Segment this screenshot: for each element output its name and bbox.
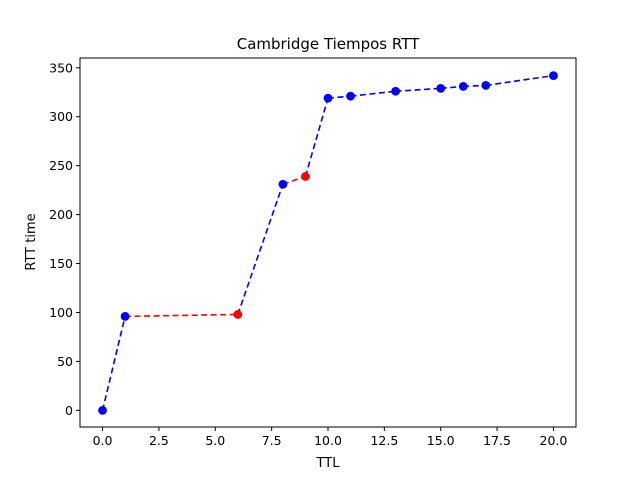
data-point (278, 179, 288, 189)
data-point (481, 81, 491, 90)
y-tick-label: 300 (49, 109, 73, 124)
series-segments (101, 74, 554, 411)
x-tick-label: 7.5 (262, 433, 282, 448)
axes-frame (79, 57, 577, 428)
plot-area (79, 57, 577, 428)
y-tick-label: 100 (49, 305, 73, 320)
y-axis-ticks: 0 50 100 150 200 250 300 350 (49, 60, 80, 418)
data-point (98, 405, 107, 415)
x-axis-ticks: 0.0 2.5 5.0 7.5 10.0 12.5 15.0 17.5 20.0 (93, 427, 568, 448)
data-point (549, 71, 558, 81)
x-axis-label: TTL (316, 456, 341, 471)
x-tick-label: 20.0 (540, 433, 568, 448)
series-segment (350, 90, 396, 97)
data-point (120, 311, 130, 321)
x-tick-label: 15.0 (427, 433, 455, 448)
data-point (233, 310, 243, 319)
data-point (346, 91, 355, 101)
y-tick-label: 200 (49, 207, 73, 222)
x-tick-label: 5.0 (205, 433, 225, 448)
x-tick-label: 10.0 (314, 433, 342, 448)
x-tick-label: 2.5 (149, 433, 169, 448)
y-tick-label: 0 (65, 403, 73, 418)
series-segment (101, 316, 126, 411)
data-point (436, 83, 446, 93)
data-point (301, 172, 310, 181)
series-segment (125, 313, 238, 318)
data-point (323, 93, 333, 103)
x-tick-label: 12.5 (370, 433, 398, 448)
x-tick-label: 17.5 (483, 433, 511, 448)
y-axis-label: RTT time (24, 213, 39, 270)
y-tick-label: 150 (49, 256, 73, 271)
series-segment (395, 87, 441, 93)
series-segment (485, 74, 554, 87)
y-tick-label: 250 (49, 158, 73, 173)
data-point (458, 81, 468, 91)
y-tick-label: 350 (49, 60, 73, 75)
data-point (391, 86, 401, 96)
chart-title: Cambridge Tiempos RTT (237, 35, 420, 53)
x-tick-label: 0.0 (93, 433, 113, 448)
series-markers (98, 71, 558, 415)
series-segment (237, 184, 284, 315)
series-segment (304, 97, 329, 177)
y-tick-label: 50 (57, 354, 73, 369)
